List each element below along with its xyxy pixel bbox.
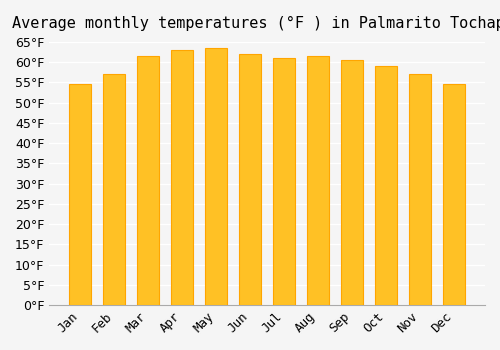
Bar [239, 54, 261, 305]
Bar [409, 74, 431, 305]
Bar [307, 56, 329, 305]
Bar [137, 56, 159, 305]
Bar [171, 50, 193, 305]
Bar [341, 60, 363, 305]
Title: Average monthly temperatures (°F ) in Palmarito Tochapán: Average monthly temperatures (°F ) in Pa… [12, 15, 500, 31]
Bar [205, 48, 227, 305]
Bar [273, 58, 295, 305]
Bar [443, 84, 465, 305]
Bar [375, 66, 397, 305]
Bar [69, 84, 92, 305]
Bar [103, 74, 126, 305]
